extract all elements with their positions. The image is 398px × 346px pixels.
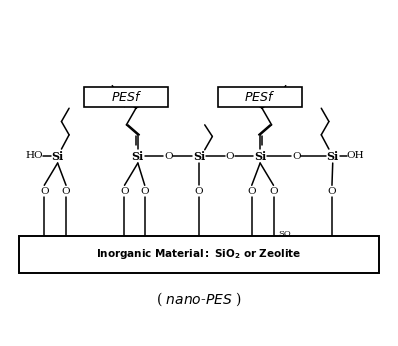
Text: $\mathit{PESf}$: $\mathit{PESf}$ (244, 90, 276, 103)
Text: ( $\mathit{nano}$-$\mathit{PES}$ ): ( $\mathit{nano}$-$\mathit{PES}$ ) (156, 290, 242, 308)
Text: Si: Si (193, 151, 205, 162)
Text: O: O (269, 187, 278, 196)
Text: O: O (225, 152, 234, 161)
Text: O: O (248, 187, 256, 196)
Text: SO: SO (279, 230, 291, 238)
Text: O: O (195, 187, 203, 196)
Text: Si: Si (51, 151, 64, 162)
Text: Si: Si (327, 151, 339, 162)
Text: O: O (328, 187, 336, 196)
Text: $\mathit{PESf}$: $\mathit{PESf}$ (111, 90, 142, 103)
Text: Si: Si (132, 151, 144, 162)
Text: O: O (120, 187, 129, 196)
Text: Si: Si (254, 151, 266, 162)
Bar (218, 86, 302, 107)
Bar (84, 86, 168, 107)
Text: O: O (140, 187, 149, 196)
Text: HO: HO (25, 151, 43, 160)
Text: O: O (292, 152, 301, 161)
Bar (20, 236, 378, 273)
Text: O: O (62, 187, 70, 196)
Text: OH: OH (347, 151, 365, 160)
Text: $\mathbf{Inorganic\ Material:\ SiO_2\ or\ Zeolite}$: $\mathbf{Inorganic\ Material:\ SiO_2\ or… (96, 247, 302, 261)
Text: O: O (164, 152, 173, 161)
Text: O: O (40, 187, 49, 196)
